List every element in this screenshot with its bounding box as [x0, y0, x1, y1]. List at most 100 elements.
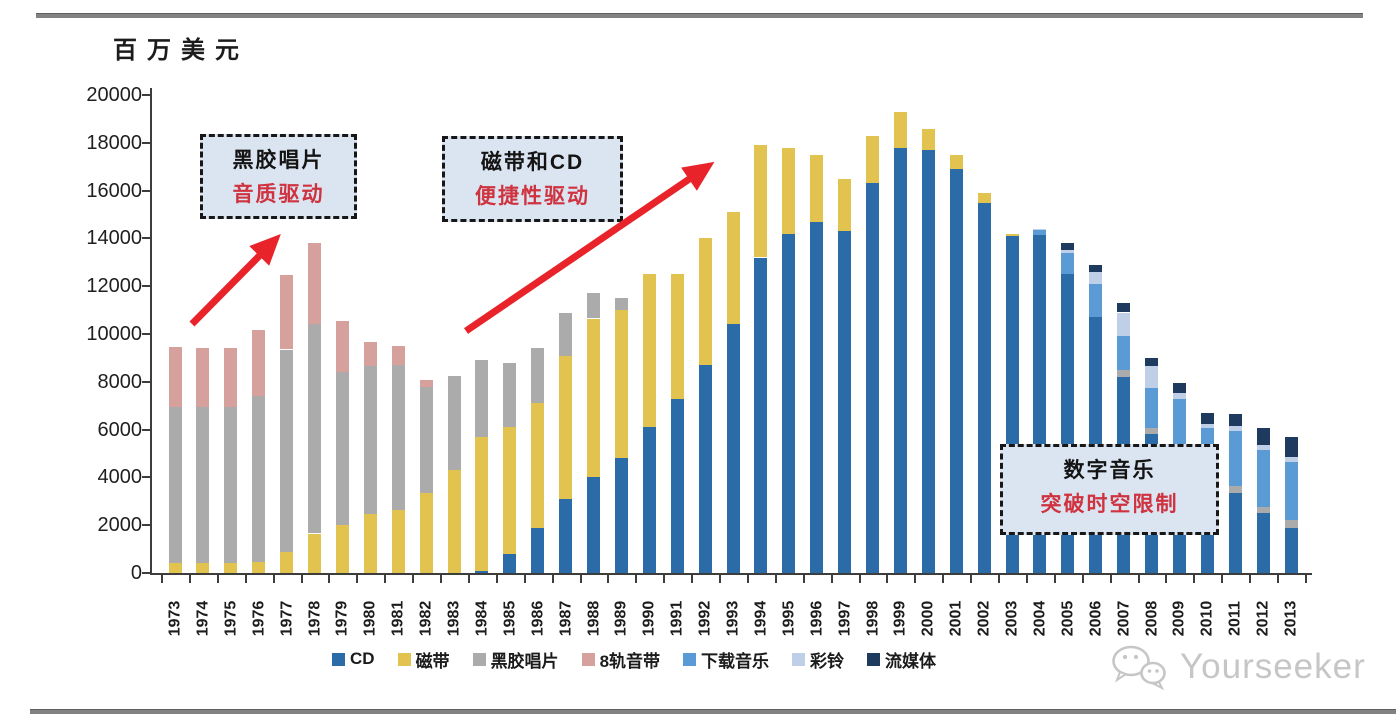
x-axis-tick	[719, 575, 722, 583]
legend-item-8轨音带: 8轨音带	[581, 647, 660, 672]
x-axis-year-label: 1996	[808, 600, 826, 637]
legend-label-CD: CD	[350, 649, 375, 668]
bar-segment-CD-1985	[503, 553, 517, 573]
bar-segment-8轨音带-1982	[419, 380, 433, 387]
x-axis-tick	[663, 575, 666, 583]
x-axis-tick	[244, 575, 247, 583]
x-axis-tick	[746, 575, 749, 583]
legend-item-下载音乐: 下载音乐	[683, 647, 769, 672]
bottom-divider	[30, 709, 1396, 714]
x-axis-tick	[300, 575, 303, 583]
y-axis-tick-label: 16000	[86, 179, 142, 202]
y-axis-tick-label: 14000	[86, 227, 142, 250]
bar-segment-黑胶唱片-1979	[335, 372, 349, 526]
y-axis-tick-label: 8000	[97, 370, 143, 393]
bar-segment-磁带-1973	[168, 563, 182, 573]
bar-segment-磁带-2003	[1005, 233, 1019, 236]
legend-item-黑胶唱片: 黑胶唱片	[472, 647, 559, 672]
bar-segment-CD-1987	[559, 498, 573, 573]
x-axis-tick	[495, 575, 498, 583]
x-axis-year-label: 1995	[780, 600, 798, 637]
legend-label-黑胶唱片: 黑胶唱片	[490, 651, 559, 671]
legend-swatch-8轨音带	[581, 652, 595, 666]
callout-digital: 数字音乐 突破时空限制	[1000, 444, 1219, 535]
bar-segment-黑胶唱片-1978	[308, 324, 321, 534]
bar-segment-磁带-1996	[810, 154, 824, 222]
x-axis-tick	[1081, 575, 1084, 583]
x-axis-year-label: 2003	[1003, 600, 1021, 637]
bar-segment-下载音乐-2011	[1228, 430, 1242, 486]
x-axis-tick	[1249, 575, 1252, 583]
y-axis-tick	[142, 141, 150, 144]
legend-swatch-CD	[332, 652, 345, 666]
bar-segment-流媒体-2013	[1284, 436, 1298, 458]
y-axis-tick-label: 20000	[86, 84, 142, 106]
legend-swatch-流媒体	[867, 652, 881, 666]
x-axis-tick	[523, 575, 526, 583]
watermark: Yourseeker	[1106, 642, 1366, 692]
y-axis-tick	[142, 380, 150, 383]
bar-segment-彩铃-2005	[1061, 250, 1075, 253]
bar-segment-磁带-1976	[252, 562, 266, 573]
bar-segment-磁带-1978	[308, 533, 321, 573]
x-axis-year-label: 1983	[445, 600, 463, 637]
legend-item-彩铃: 彩铃	[792, 647, 844, 672]
bar-segment-流媒体-2007	[1117, 302, 1131, 313]
x-axis-tick	[1277, 575, 1280, 583]
bar-segment-磁带-1987	[559, 355, 573, 499]
x-axis-year-label: 2012	[1254, 600, 1272, 637]
x-axis-year-label: 2005	[1059, 600, 1077, 637]
x-axis-year-label: 1986	[529, 600, 547, 637]
bar-segment-下载音乐-2004	[1033, 230, 1047, 235]
x-axis-tick	[467, 575, 470, 583]
x-axis-year-label: 1990	[640, 600, 658, 637]
bar-segment-流媒体-2009	[1172, 383, 1186, 393]
bar-segment-彩铃-2013	[1284, 457, 1298, 462]
bar-segment-磁带-1995	[782, 147, 796, 234]
legend-swatch-磁带	[397, 652, 411, 666]
bar-segment-流媒体-2011	[1228, 414, 1242, 427]
legend-item-流媒体: 流媒体	[867, 647, 936, 672]
y-axis-tick-label: 18000	[86, 131, 142, 154]
x-axis-tick	[635, 575, 638, 583]
bar-segment-下载音乐-2013	[1284, 461, 1298, 521]
bar-segment-CD-1999	[893, 147, 907, 573]
bar-segment-流媒体-2006	[1089, 264, 1103, 272]
bar-segment-磁带-2001	[949, 154, 963, 170]
bar-segment-磁带-1979	[335, 525, 349, 573]
x-axis-tick	[1137, 575, 1140, 583]
trend-arrow-vinyl	[189, 234, 281, 327]
bar-segment-彩铃-2012	[1256, 445, 1270, 450]
legend-swatch-下载音乐	[683, 652, 697, 666]
legend-label-下载音乐: 下载音乐	[701, 651, 770, 671]
x-axis-year-label: 2007	[1115, 600, 1133, 637]
bar-segment-磁带-1993	[726, 212, 740, 325]
y-axis-tick	[142, 476, 150, 479]
x-axis-year-label: 1982	[417, 600, 435, 637]
bar-segment-磁带-1980	[363, 514, 377, 573]
bar-segment-8轨音带-1981	[391, 345, 405, 365]
bar-segment-彩铃-2007	[1117, 312, 1131, 337]
x-axis-tick	[1053, 575, 1056, 583]
bar-segment-黑胶唱片-1989	[614, 298, 628, 311]
x-axis-line	[150, 573, 1312, 575]
bar-segment-黑胶唱片-2013	[1284, 520, 1298, 528]
x-axis-year-label: 1997	[836, 600, 854, 637]
bar-segment-黑胶唱片-2011	[1228, 485, 1242, 493]
bar-segment-8轨音带-1979	[335, 320, 349, 373]
legend-item-磁带: 磁带	[397, 647, 450, 672]
callout-cassette-cd: 磁带和CD 便捷性驱动	[442, 136, 623, 222]
bar-segment-黑胶唱片-1986	[531, 348, 545, 404]
bar-segment-CD-2000	[921, 150, 935, 573]
x-axis-year-label: 1978	[306, 600, 323, 637]
bar-segment-CD-1998	[866, 183, 879, 573]
bar-segment-磁带-1985	[503, 427, 517, 554]
bar-segment-黑胶唱片-1982	[419, 386, 433, 493]
bar-segment-CD-1984	[475, 570, 489, 573]
y-axis-tick-label: 12000	[86, 275, 142, 298]
legend-label-磁带: 磁带	[415, 651, 450, 671]
bar-segment-下载音乐-2012	[1256, 449, 1270, 508]
y-axis-tick	[142, 524, 150, 527]
bar-segment-磁带-1982	[419, 492, 433, 573]
bar-segment-8轨音带-1975	[224, 348, 238, 407]
